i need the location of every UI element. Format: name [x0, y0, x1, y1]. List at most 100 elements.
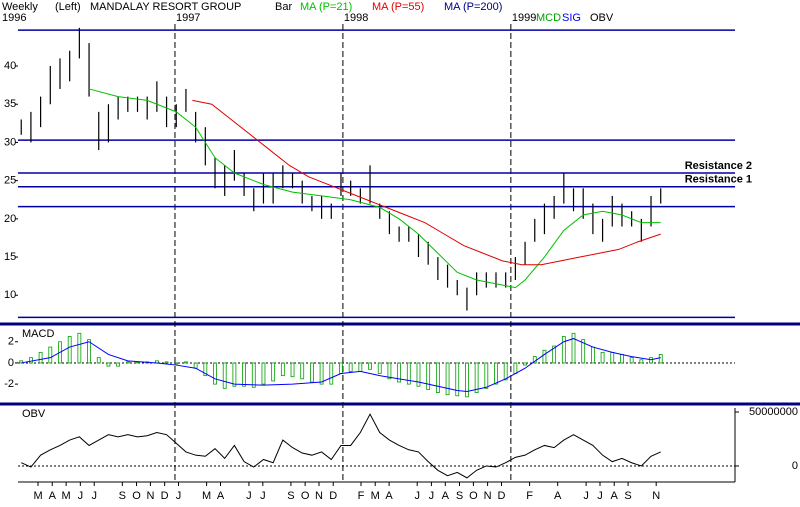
- x-tick-label: J: [176, 490, 182, 502]
- legend-entry: OBV: [590, 12, 614, 24]
- histogram-bar: [290, 362, 295, 378]
- histogram-bar: [348, 362, 353, 372]
- x-tick-label: M: [202, 490, 211, 502]
- histogram-bar: [58, 341, 62, 364]
- x-tick-label: M: [33, 490, 42, 502]
- legend-entry: MA (P=200): [444, 1, 502, 13]
- y-tick-label: 40: [4, 60, 16, 72]
- histogram-bar: [174, 362, 179, 365]
- histogram-bar: [96, 357, 101, 364]
- histogram-bar: [242, 362, 246, 387]
- histogram-bar: [87, 339, 91, 364]
- histogram-bar: [222, 362, 227, 389]
- histogram-bar: [329, 362, 334, 385]
- x-tick-label: J: [414, 490, 420, 502]
- x-tick-label: J: [597, 490, 603, 502]
- histogram-bar: [629, 357, 634, 364]
- level-label: Resistance 1: [685, 174, 752, 186]
- x-tick-label: A: [442, 490, 450, 502]
- x-tick-label: N: [146, 490, 154, 502]
- legend-entry: MA (P=21): [300, 1, 352, 13]
- x-tick-label: J: [429, 490, 435, 502]
- histogram-bar: [571, 332, 576, 364]
- histogram-bar: [164, 361, 169, 364]
- level-label: Resistance 2: [685, 160, 752, 172]
- x-tick-label: M: [62, 490, 71, 502]
- x-tick-label: O: [301, 490, 310, 502]
- y-tick-label: 50000000: [749, 406, 798, 418]
- histogram-bar: [600, 351, 605, 364]
- legend-entry: SIG: [562, 12, 581, 24]
- histogram-bar: [232, 362, 237, 387]
- y-tick-label: -2: [4, 378, 14, 390]
- x-tick-label: O: [469, 490, 478, 502]
- moving-average: [192, 99, 661, 266]
- histogram-bar: [67, 336, 72, 364]
- histogram-bar: [271, 362, 276, 382]
- histogram-bar: [426, 362, 431, 390]
- x-tick-label: A: [554, 490, 562, 502]
- y-tick-label: 25: [4, 175, 16, 187]
- histogram-bar: [213, 362, 217, 385]
- histogram-bar: [484, 362, 489, 389]
- year-label: 1996: [2, 12, 26, 24]
- legend-entry: MA (P=55): [372, 1, 424, 13]
- histogram-bar: [639, 359, 644, 364]
- moving-average: [88, 88, 661, 289]
- histogram-bar: [416, 362, 421, 387]
- histogram-bar: [620, 354, 624, 364]
- histogram-bar: [542, 349, 547, 364]
- histogram-bar: [106, 362, 111, 367]
- year-label: 1998: [344, 12, 368, 24]
- x-tick-label: D: [498, 490, 506, 502]
- histogram-bar: [116, 362, 121, 367]
- y-tick-label: 20: [4, 213, 16, 225]
- x-tick-label: F: [358, 490, 365, 502]
- legend-entry: Bar: [275, 1, 292, 13]
- histogram-bar: [610, 351, 615, 364]
- year-label: 1997: [176, 12, 200, 24]
- histogram-bar: [523, 362, 527, 366]
- histogram-bar: [387, 362, 392, 380]
- histogram-bar: [48, 346, 53, 364]
- histogram-bar: [358, 362, 363, 372]
- scale-side: (Left): [55, 1, 81, 13]
- histogram-bar: [658, 354, 663, 364]
- histogram-bar: [406, 362, 411, 385]
- x-tick-label: A: [217, 490, 225, 502]
- x-tick-label: O: [132, 490, 141, 502]
- frequency: Weekly: [2, 1, 38, 13]
- histogram-bar: [397, 362, 402, 383]
- y-tick-label: 10: [4, 289, 16, 301]
- x-tick-label: A: [385, 490, 393, 502]
- histogram-bar: [300, 362, 305, 380]
- x-tick-label: S: [456, 490, 463, 502]
- signal-line: [21, 338, 661, 393]
- histogram-bar: [494, 362, 498, 385]
- histogram-bar: [77, 332, 82, 364]
- legend-entry: MCD: [536, 12, 561, 24]
- histogram-bar: [368, 362, 372, 370]
- x-tick-label: A: [611, 490, 619, 502]
- histogram-bar: [38, 351, 43, 364]
- histogram-bar: [474, 362, 479, 393]
- x-tick-label: J: [78, 490, 84, 502]
- histogram-bar: [261, 362, 266, 385]
- histogram-bar: [649, 357, 653, 364]
- histogram-bar: [251, 362, 256, 388]
- panel-title: OBV: [22, 408, 46, 420]
- histogram-bar: [445, 362, 450, 396]
- histogram-bar: [581, 339, 586, 364]
- histogram-bar: [377, 362, 382, 374]
- histogram-bar: [455, 362, 460, 397]
- x-tick-label: F: [526, 490, 533, 502]
- chart-title: MANDALAY RESORT GROUP: [90, 1, 241, 13]
- y-tick-label: 0: [8, 357, 14, 369]
- x-tick-label: S: [287, 490, 294, 502]
- x-tick-label: N: [484, 490, 492, 502]
- y-tick-label: 15: [4, 251, 16, 263]
- year-label: 1999: [512, 12, 536, 24]
- histogram-bar: [590, 346, 595, 364]
